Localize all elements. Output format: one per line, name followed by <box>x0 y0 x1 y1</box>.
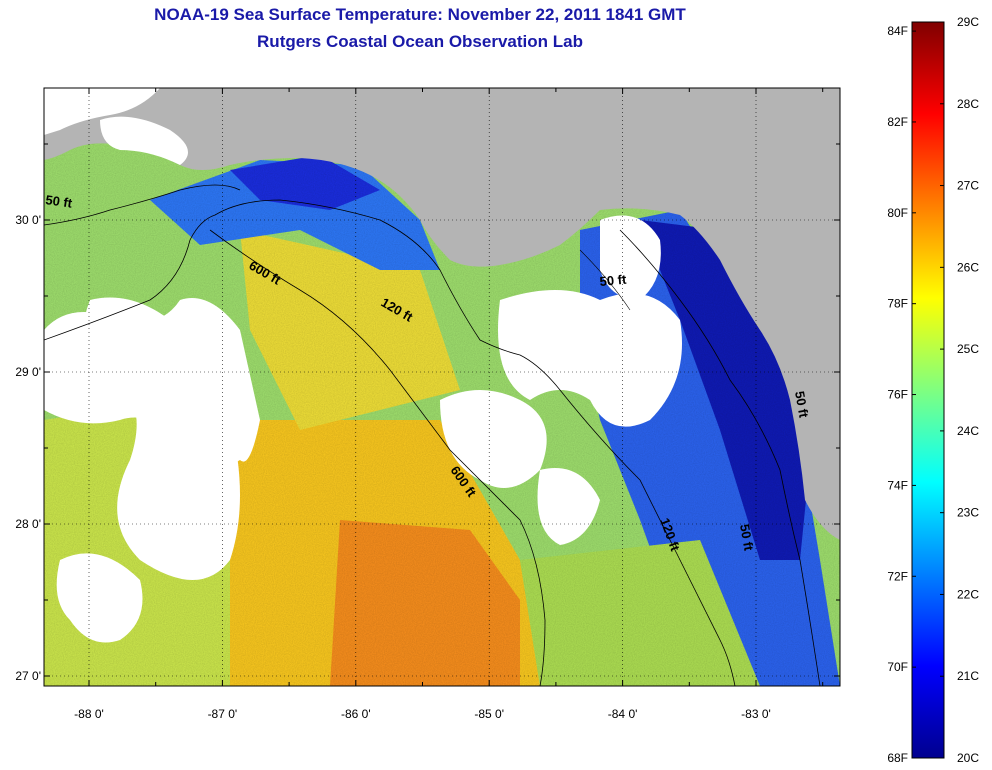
colorbar-celsius-labels: 29C 28C 27C 26C 25C 24C 23C 22C 21C 20C <box>940 15 979 765</box>
contour-label: 50 ft <box>792 390 812 420</box>
land-mass <box>44 88 840 540</box>
cloud-cover-center <box>498 290 682 427</box>
lon-label: -86 0' <box>341 707 371 721</box>
contour-label: 50 ft <box>737 523 757 553</box>
lon-label: -87 0' <box>208 707 238 721</box>
lon-label: -84 0' <box>608 707 638 721</box>
cloud-cover-small <box>440 390 547 488</box>
colorbar-f-label: 68F <box>887 751 908 765</box>
graticule <box>44 88 840 686</box>
cloud-cover-west <box>83 297 240 580</box>
colorbar-gradient <box>911 21 945 759</box>
colorbar-f-label: 76F <box>887 388 908 402</box>
colorbar-f-label: 70F <box>887 660 908 674</box>
lat-label: 27 0' <box>15 669 41 683</box>
contour-50ft-west <box>44 184 241 226</box>
colorbar-f-label: 82F <box>887 115 908 129</box>
colorbar-f-label: 74F <box>887 478 908 492</box>
map-frame <box>43 87 841 687</box>
map-subtitle: Rutgers Coastal Ocean Observation Lab <box>257 32 583 51</box>
cloud-cover-coast <box>600 215 661 300</box>
lon-label: -83 0' <box>741 707 771 721</box>
bay-cloud <box>100 116 188 165</box>
lon-label: -88 0' <box>74 707 104 721</box>
lat-label: 30 0' <box>15 213 41 227</box>
contour-600ft <box>209 229 546 686</box>
colorbar-c-label: 22C <box>957 587 979 601</box>
contour-50ft-coast <box>579 249 631 311</box>
colorbar-f-label: 72F <box>887 569 908 583</box>
colorbar-c-label: 29C <box>957 15 979 29</box>
colorbar-c-label: 25C <box>957 342 979 356</box>
contour-label: 50 ft <box>45 192 74 211</box>
cloud-over-land <box>44 88 160 135</box>
colorbar-f-label: 84F <box>887 24 908 38</box>
cloud-cover-south <box>537 468 600 545</box>
colorbar-fahrenheit-labels: 84F 82F 80F 78F 76F 74F 72F 70F 68F <box>887 24 916 765</box>
lat-label: 28 0' <box>15 517 41 531</box>
contour-50ft-east <box>619 229 821 686</box>
colorbar-c-label: 21C <box>957 669 979 683</box>
colorbar-f-label: 80F <box>887 206 908 220</box>
colorbar-c-label: 26C <box>957 260 979 274</box>
colorbar-c-label: 28C <box>957 97 979 111</box>
colorbar-f-label: 78F <box>887 297 908 311</box>
colorbar-c-label: 20C <box>957 751 979 765</box>
colorbar-c-label: 24C <box>957 424 979 438</box>
colorbar-c-label: 27C <box>957 179 979 193</box>
contour-label: 50 ft <box>599 272 628 289</box>
contour-120ft <box>44 199 736 686</box>
lat-label: 29 0' <box>15 365 41 379</box>
colorbar-c-label: 23C <box>957 506 979 520</box>
cloud-cover-sw <box>56 553 143 643</box>
map-title: NOAA-19 Sea Surface Temperature: Novembe… <box>154 5 686 24</box>
axis-ticks: -88 0' -87 0' -86 0' -85 0' -84 0' -83 0' 30 0… <box>15 88 840 721</box>
lon-label: -85 0' <box>474 707 504 721</box>
